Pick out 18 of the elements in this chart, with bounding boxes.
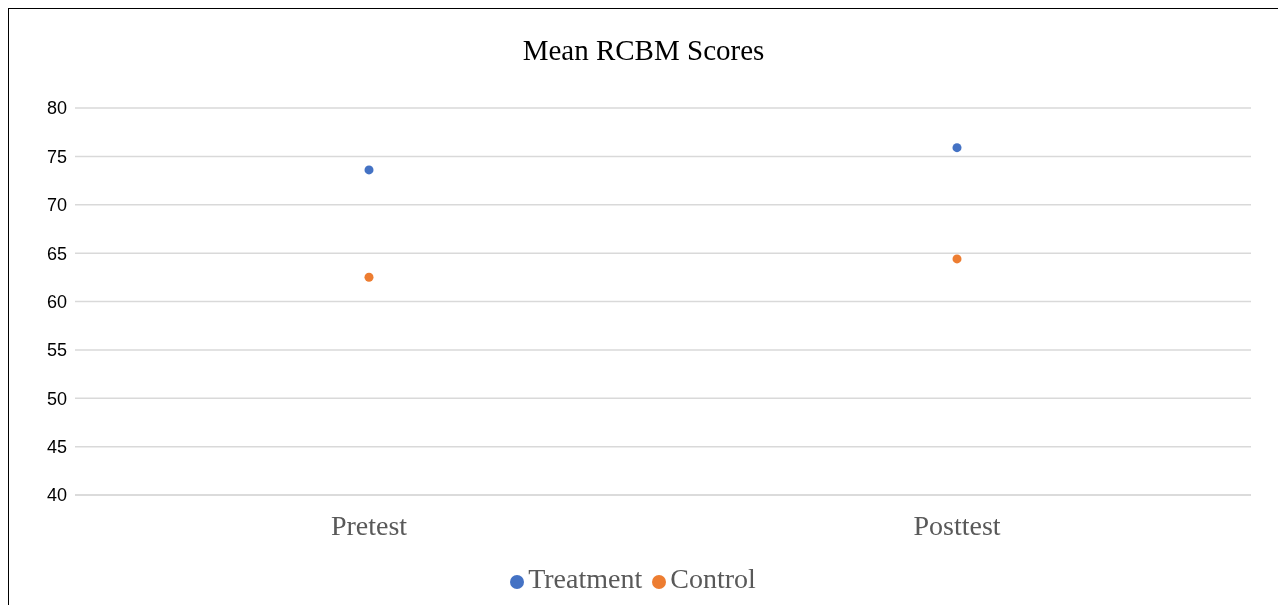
y-tick-label: 55 [46,340,67,361]
x-tick-label: Pretest [330,509,408,541]
point [952,143,962,153]
y-tick-label: 50 [46,388,67,409]
point [952,254,962,264]
y-tick-label: 70 [46,195,67,216]
point [364,165,374,175]
y-tick-label: 75 [46,146,67,167]
legend-label: Control [670,563,756,594]
y-tick-label: 80 [46,98,67,119]
y-tick-label: 45 [46,437,67,458]
legend-label: Treatment [528,563,643,594]
point [364,272,374,282]
y-tick-label: 40 [46,485,67,506]
y-tick-label: 60 [46,291,67,312]
chart-title: Mean RCBM Scores [521,32,766,68]
y-tick-label: 65 [46,243,67,264]
x-tick-label: Posttest [913,509,1001,541]
